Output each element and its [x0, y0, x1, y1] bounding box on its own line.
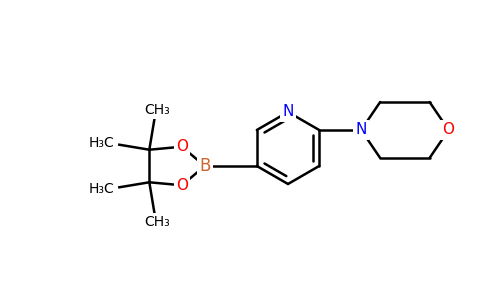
- Text: CH₃: CH₃: [144, 215, 170, 229]
- Text: B: B: [199, 157, 211, 175]
- Text: O: O: [176, 178, 188, 193]
- Text: N: N: [282, 104, 294, 119]
- Text: H₃C: H₃C: [89, 136, 114, 150]
- Text: N: N: [355, 122, 367, 137]
- Text: O: O: [442, 122, 454, 137]
- Text: O: O: [176, 139, 188, 154]
- Text: CH₃: CH₃: [144, 103, 170, 117]
- Text: H₃C: H₃C: [89, 182, 114, 196]
